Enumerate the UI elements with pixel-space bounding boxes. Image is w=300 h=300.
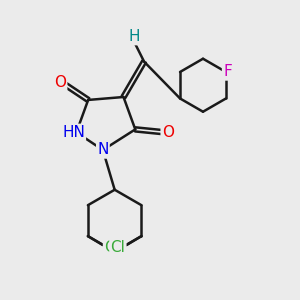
Text: H: H	[128, 29, 140, 44]
Text: Cl: Cl	[110, 240, 125, 255]
Text: O: O	[54, 75, 66, 90]
Text: Cl: Cl	[104, 240, 119, 255]
Text: O: O	[162, 125, 174, 140]
Text: HN: HN	[62, 125, 85, 140]
Text: F: F	[223, 64, 232, 80]
Text: N: N	[97, 142, 109, 158]
